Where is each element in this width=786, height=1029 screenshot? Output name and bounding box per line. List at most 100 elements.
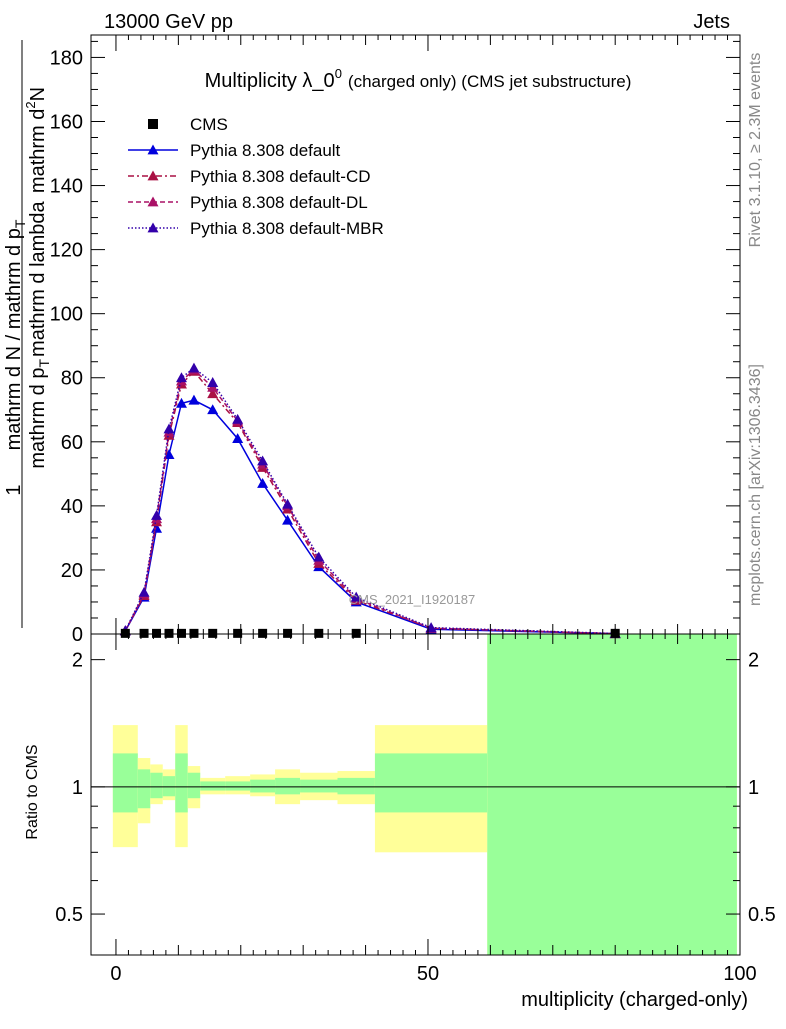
analysis-watermark: CMS_2021_I1920187 xyxy=(349,592,476,607)
ratio-stat-band-10 xyxy=(300,779,338,793)
cms-point-3 xyxy=(164,628,174,638)
legend: CMS Pythia 8.308 default Pythia 8.308 defa… xyxy=(128,115,384,238)
cms-point-5 xyxy=(189,628,199,638)
series-3-point-11 xyxy=(350,591,362,602)
ratio-stat-band-13 xyxy=(487,634,737,955)
ratio-stat-band-3 xyxy=(162,776,176,797)
legend-label-2: Pythia 8.308 default-CD xyxy=(190,167,371,186)
legend-entry-4: Pythia 8.308 default-MBR xyxy=(128,219,384,238)
ratio-y-tick-label: 0.5 xyxy=(55,904,83,926)
mcplots-side-label: mcplots.cern.ch [arXiv:1306.3436] xyxy=(747,364,764,606)
y-tick-label: 180 xyxy=(50,47,83,69)
legend-entry-2: Pythia 8.308 default-CD xyxy=(128,167,371,186)
legend-label-4: Pythia 8.308 default-MBR xyxy=(190,219,384,238)
axis-ticks xyxy=(91,35,741,956)
ratio-y-tick-label: 2 xyxy=(72,650,83,672)
series-line-3 xyxy=(124,367,616,635)
y-tick-label: 160 xyxy=(50,111,83,133)
legend-entry-0: CMS xyxy=(148,115,228,134)
series-3-point-9 xyxy=(282,498,294,509)
series-0-point-8 xyxy=(257,477,269,488)
y-tick-label: 100 xyxy=(50,304,83,326)
cms-point-8 xyxy=(258,628,268,638)
series-line-2 xyxy=(124,368,616,635)
series-1-point-6 xyxy=(207,388,219,399)
series-0-point-3 xyxy=(163,449,175,460)
axis-tick-labels: 0 20 40 60 80 100 120 140 160 180 0 50 100 0.5 0.5 1 1 2 2 xyxy=(50,47,776,985)
cms-point-11 xyxy=(351,628,361,638)
x-tick-label: 100 xyxy=(723,963,756,985)
cms-point-7 xyxy=(233,628,243,638)
y-label-denominator: mathrm d N / mathrm d pT xyxy=(3,219,28,450)
main-frame xyxy=(90,34,741,635)
x-tick-label: 50 xyxy=(417,963,439,985)
x-tick-label: 0 xyxy=(110,963,121,985)
series-3-point-3 xyxy=(163,423,175,434)
series-0-point-5 xyxy=(188,394,200,405)
y-tick-label: 140 xyxy=(50,176,83,198)
legend-label-3: Pythia 8.308 default-DL xyxy=(190,193,368,212)
ratio-y-tick-label: 1 xyxy=(72,777,83,799)
legend-label-1: Pythia 8.308 default xyxy=(190,141,341,160)
y-tick-label: 40 xyxy=(61,496,83,518)
series-0-point-6 xyxy=(207,404,219,415)
legend-entry-3: Pythia 8.308 default-DL xyxy=(128,193,368,212)
y-label-right-denominator: mathrm d pTmathrm d lambda xyxy=(27,200,52,468)
series-0-point-9 xyxy=(282,514,294,525)
y-label-numerator: mathrm d2N xyxy=(23,87,49,193)
series-3-point-7 xyxy=(232,413,244,424)
y-label-one: 1 xyxy=(3,484,25,495)
ratio-stat-band-4 xyxy=(175,753,188,813)
series-0-point-7 xyxy=(232,433,244,444)
cms-point-10 xyxy=(314,628,324,638)
chart-title: Multiplicity λ_00 (charged only) (CMS jet… xyxy=(205,66,632,92)
main-series xyxy=(119,362,621,639)
legend-marker-2 xyxy=(147,170,159,181)
ratio-y-tick-label-right: 1 xyxy=(748,777,759,799)
ratio-stat-band-5 xyxy=(187,772,201,799)
legend-label-0: CMS xyxy=(190,115,228,134)
y-tick-label: 0 xyxy=(72,624,83,646)
series-3-point-1 xyxy=(138,586,150,597)
rivet-side-label: Rivet 3.1.10, ≥ 2.3M events xyxy=(747,53,764,248)
ratio-bands xyxy=(112,634,737,955)
cms-point-6 xyxy=(208,628,218,638)
ratio-y-tick-label-right: 0.5 xyxy=(748,904,776,926)
ratio-stat-band-9 xyxy=(275,777,301,795)
y-tick-label: 20 xyxy=(61,560,83,582)
y-tick-label: 120 xyxy=(50,240,83,262)
cms-point-2 xyxy=(152,628,162,638)
cms-point-9 xyxy=(283,628,293,638)
series-3-point-4 xyxy=(175,372,187,383)
series-3-point-6 xyxy=(207,377,219,387)
legend-marker-3 xyxy=(147,196,159,207)
ratio-stat-band-1 xyxy=(137,769,151,809)
ratio-stat-band-0 xyxy=(112,753,138,813)
ratio-stat-band-2 xyxy=(150,772,163,799)
y-tick-label: 80 xyxy=(61,368,83,390)
cms-point-0 xyxy=(120,628,130,638)
series-3-point-2 xyxy=(151,509,163,520)
y-tick-label: 60 xyxy=(61,432,83,454)
ratio-stat-band-7 xyxy=(225,781,251,791)
series-3 xyxy=(119,362,621,638)
y-axis-label: mathrm d N / mathrm d pT 1 mathrm d pTma… xyxy=(3,40,52,628)
x-axis-label: multiplicity (charged-only) xyxy=(521,989,748,1011)
legend-marker-1 xyxy=(147,144,159,155)
cms-point-1 xyxy=(139,628,149,638)
legend-marker-0 xyxy=(148,119,158,129)
legend-entry-1: Pythia 8.308 default xyxy=(128,141,341,160)
ratio-y-tick-label-right: 2 xyxy=(748,650,759,672)
series-0-point-4 xyxy=(175,397,187,408)
ratio-stat-band-12 xyxy=(374,753,488,813)
header-left: 13000 GeV pp xyxy=(104,11,233,33)
header-right: Jets xyxy=(693,11,730,33)
ratio-y-label: Ratio to CMS xyxy=(24,744,41,839)
legend-marker-4 xyxy=(147,222,159,233)
series-3-point-10 xyxy=(313,551,325,562)
ratio-stat-band-6 xyxy=(200,781,226,791)
ratio-stat-band-8 xyxy=(250,779,276,793)
series-3-point-8 xyxy=(257,455,269,466)
